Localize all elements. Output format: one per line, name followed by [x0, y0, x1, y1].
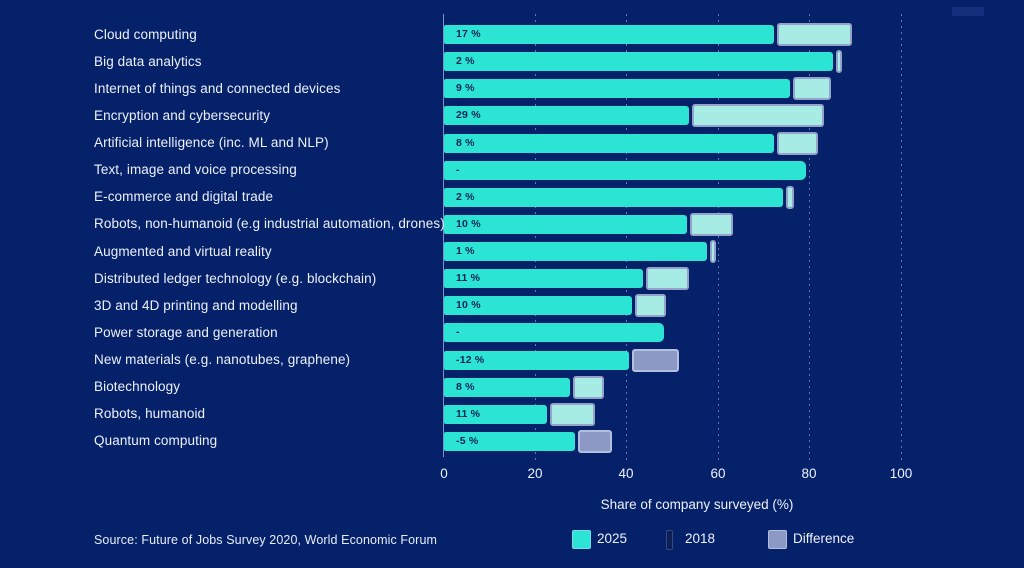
bar-2025 [444, 269, 643, 288]
difference-value-label: 1 % [456, 245, 475, 257]
difference-value-label: 29 % [456, 109, 481, 121]
gridline-40 [626, 14, 627, 462]
difference-value-label: 11 % [456, 272, 481, 284]
bar-2025 [444, 323, 664, 342]
category-label: Artificial intelligence (inc. ML and NLP… [94, 135, 329, 151]
bar-2025 [444, 296, 632, 315]
difference-value-label: 8 % [456, 381, 475, 393]
source-note: Source: Future of Jobs Survey 2020, Worl… [94, 533, 438, 547]
difference-box [573, 376, 604, 399]
x-tick-label-20: 20 [527, 466, 543, 481]
x-axis-title: Share of company surveyed (%) [600, 497, 794, 512]
difference-value-label: - [456, 164, 460, 176]
bar-2025 [444, 161, 806, 180]
category-label: Augmented and virtual reality [94, 243, 272, 259]
difference-value-label: 8 % [456, 137, 475, 149]
difference-box [786, 186, 794, 209]
difference-value-label: 10 % [456, 218, 481, 230]
legend-swatch-difference-icon [768, 530, 787, 549]
category-label: Quantum computing [94, 433, 218, 449]
y-axis-line [443, 14, 444, 457]
x-tick-label-100: 100 [889, 466, 913, 481]
bar-2025 [444, 134, 774, 153]
difference-value-label: 2 % [456, 191, 475, 203]
category-label: Cloud computing [94, 26, 197, 42]
difference-value-label: 17 % [456, 28, 481, 40]
top-right-ui-artifact [952, 7, 984, 16]
difference-box [793, 77, 831, 100]
legend-label-difference: Difference [793, 531, 855, 546]
legend-swatch-2018-icon [666, 530, 673, 550]
difference-box [578, 430, 612, 453]
x-tick-label-60: 60 [710, 466, 726, 481]
category-label: Distributed ledger technology (e.g. bloc… [94, 270, 377, 286]
difference-value-label: -12 % [456, 354, 485, 366]
bar-2025 [444, 79, 790, 98]
category-label: Text, image and voice processing [94, 162, 297, 178]
difference-value-label: - [456, 326, 460, 338]
bar-2025 [444, 351, 629, 370]
difference-value-label: 9 % [456, 82, 475, 94]
difference-box [777, 23, 852, 46]
gridline-20 [535, 14, 536, 462]
bar-2025 [444, 242, 707, 261]
category-label: Encryption and cybersecurity [94, 107, 271, 123]
category-label: New materials (e.g. nanotubes, graphene) [94, 352, 351, 368]
difference-value-label: -5 % [456, 435, 479, 447]
category-label: E-commerce and digital trade [94, 189, 274, 205]
difference-value-label: 11 % [456, 408, 481, 420]
bar-2025 [444, 432, 575, 451]
bar-2025 [444, 25, 774, 44]
category-label: Biotechnology [94, 379, 181, 395]
legend-label-2025: 2025 [597, 531, 628, 546]
difference-value-label: 10 % [456, 299, 481, 311]
x-tick-label-0: 0 [440, 466, 448, 481]
bar-2025 [444, 188, 783, 207]
category-label: 3D and 4D printing and modelling [94, 297, 298, 313]
difference-box [632, 349, 679, 372]
difference-box [692, 104, 824, 127]
difference-box [635, 294, 666, 317]
gridline-80 [809, 14, 810, 462]
x-tick-label-40: 40 [618, 466, 634, 481]
difference-box [710, 240, 716, 263]
legend-label-2018: 2018 [685, 531, 716, 546]
category-label: Robots, non-humanoid (e.g industrial aut… [94, 216, 445, 232]
difference-box [646, 267, 689, 290]
gridline-100 [901, 14, 902, 462]
difference-box [777, 132, 818, 155]
difference-box [550, 403, 595, 426]
bar-2025 [444, 378, 570, 397]
bar-2025 [444, 405, 547, 424]
category-label: Big data analytics [94, 53, 202, 69]
gridline-60 [718, 14, 719, 462]
difference-box [836, 50, 842, 73]
bar-2025 [444, 52, 833, 71]
category-label: Internet of things and connected devices [94, 80, 341, 96]
category-label: Power storage and generation [94, 324, 278, 340]
difference-value-label: 2 % [456, 55, 475, 67]
category-label: Robots, humanoid [94, 406, 206, 422]
bar-2025 [444, 215, 687, 234]
bar-2025 [444, 106, 689, 125]
x-tick-label-80: 80 [801, 466, 817, 481]
legend-swatch-2025-icon [572, 530, 591, 549]
difference-box [690, 213, 733, 236]
